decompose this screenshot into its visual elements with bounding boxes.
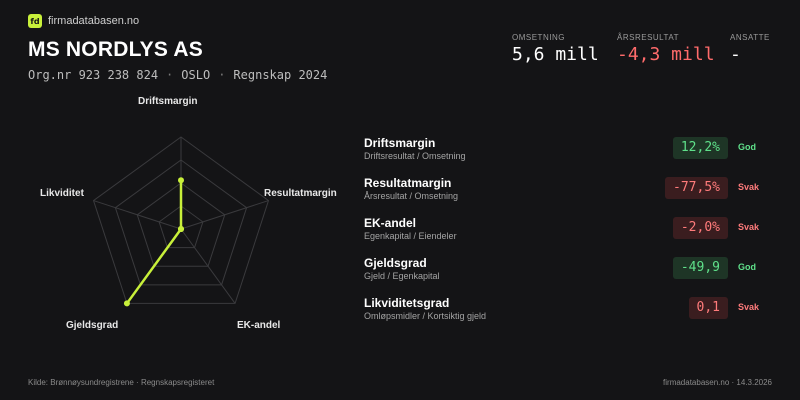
radar-svg [92,136,270,307]
radar-axis-line [93,200,182,230]
meta-separator: · [166,68,174,82]
footer-site-date: firmadatabasen.no · 14.3.2026 [663,378,772,387]
radar-axis-line [180,228,236,304]
metric-formula: Egenkapital / Eiendeler [364,231,457,241]
radar-label-resultatmargin: Resultatmargin [264,188,337,199]
kpi-revenue-value: 5,6 mill [512,44,599,65]
kpi-result-label: ÅRSRESULTAT [617,33,679,42]
meta-separator: · [218,68,226,82]
metric-value: -2,0% [672,217,728,239]
company-city: OSLO [181,68,211,82]
kpi-employees: ANSATTE - [730,33,770,65]
radar-grid-ring [136,182,226,267]
metric-value: 0,1 [688,297,728,319]
radar-label-driftsmargin: Driftsmargin [138,96,198,107]
metric-value: -49,9 [672,257,728,279]
radar-point-gjeldsgrad [123,300,130,307]
radar-grid-ring [114,159,248,286]
brand-logo-icon: fd [28,14,42,28]
radar-point-likviditet [178,226,184,232]
metric-row: Likviditetsgrad Omløpsmidler / Kortsikti… [364,294,776,326]
kpi-result-value: -4,3 mill [617,44,715,65]
radar-label-likviditet: Likviditet [40,188,84,199]
metric-status-badge: God [738,262,756,272]
company-name: MS NORDLYS AS [28,38,203,61]
metric-value: -77,5% [665,177,728,199]
org-number: Org.nr 923 238 824 [28,68,159,82]
metric-row: Driftsmargin Driftsresultat / Omsetning … [364,134,776,166]
metric-formula: Årsresultat / Omsetning [364,191,459,201]
metric-name: Likviditetsgrad [364,296,450,310]
metric-status-badge: Svak [738,182,760,192]
metric-formula: Driftsresultat / Omsetning [364,151,466,161]
radar-point-driftsmargin [178,177,184,184]
metric-row: EK-andel Egenkapital / Eiendeler -2,0% S… [364,214,776,246]
radar-grid-ring [92,136,270,304]
metric-status-badge: Svak [738,302,760,312]
report-year: Regnskap 2024 [233,68,328,82]
metric-formula: Omløpsmidler / Kortsiktig gjeld [364,311,487,321]
kpi-revenue-label: OMSETNING [512,33,565,42]
metric-value: 12,2% [672,137,728,159]
metric-row: Resultatmargin Årsresultat / Omsetning -… [364,174,776,206]
kpi-employees-value: - [730,44,741,65]
radar-chart: Driftsmargin Resultatmargin EK-andel Gje… [20,90,350,340]
kpi-result: ÅRSRESULTAT -4,3 mill [617,33,715,65]
metric-formula: Gjeld / Egenkapital [364,271,440,281]
brand[interactable]: fd firmadatabasen.no [28,14,139,28]
radar-axis-line [180,200,269,230]
metric-name: Resultatmargin [364,176,452,190]
kpi-revenue: OMSETNING 5,6 mill [512,33,599,65]
company-meta: Org.nr 923 238 824 · OSLO · Regnskap 202… [28,68,327,82]
metric-name: Gjeldsgrad [364,256,427,270]
radar-label-ek-andel: EK-andel [237,320,281,331]
radar-label-gjeldsgrad: Gjeldsgrad [66,320,119,331]
brand-name: firmadatabasen.no [48,15,140,27]
footer-source: Kilde: Brønnøysundregistrene · Regnskaps… [28,378,215,387]
metric-row: Gjeldsgrad Gjeld / Egenkapital -49,9 God [364,254,776,286]
radar-grid-ring [158,205,204,249]
kpi-employees-label: ANSATTE [730,33,770,42]
metric-status-badge: God [738,142,756,152]
metric-name: EK-andel [364,216,417,230]
metric-name: Driftsmargin [364,136,436,150]
metric-status-badge: Svak [738,222,760,232]
